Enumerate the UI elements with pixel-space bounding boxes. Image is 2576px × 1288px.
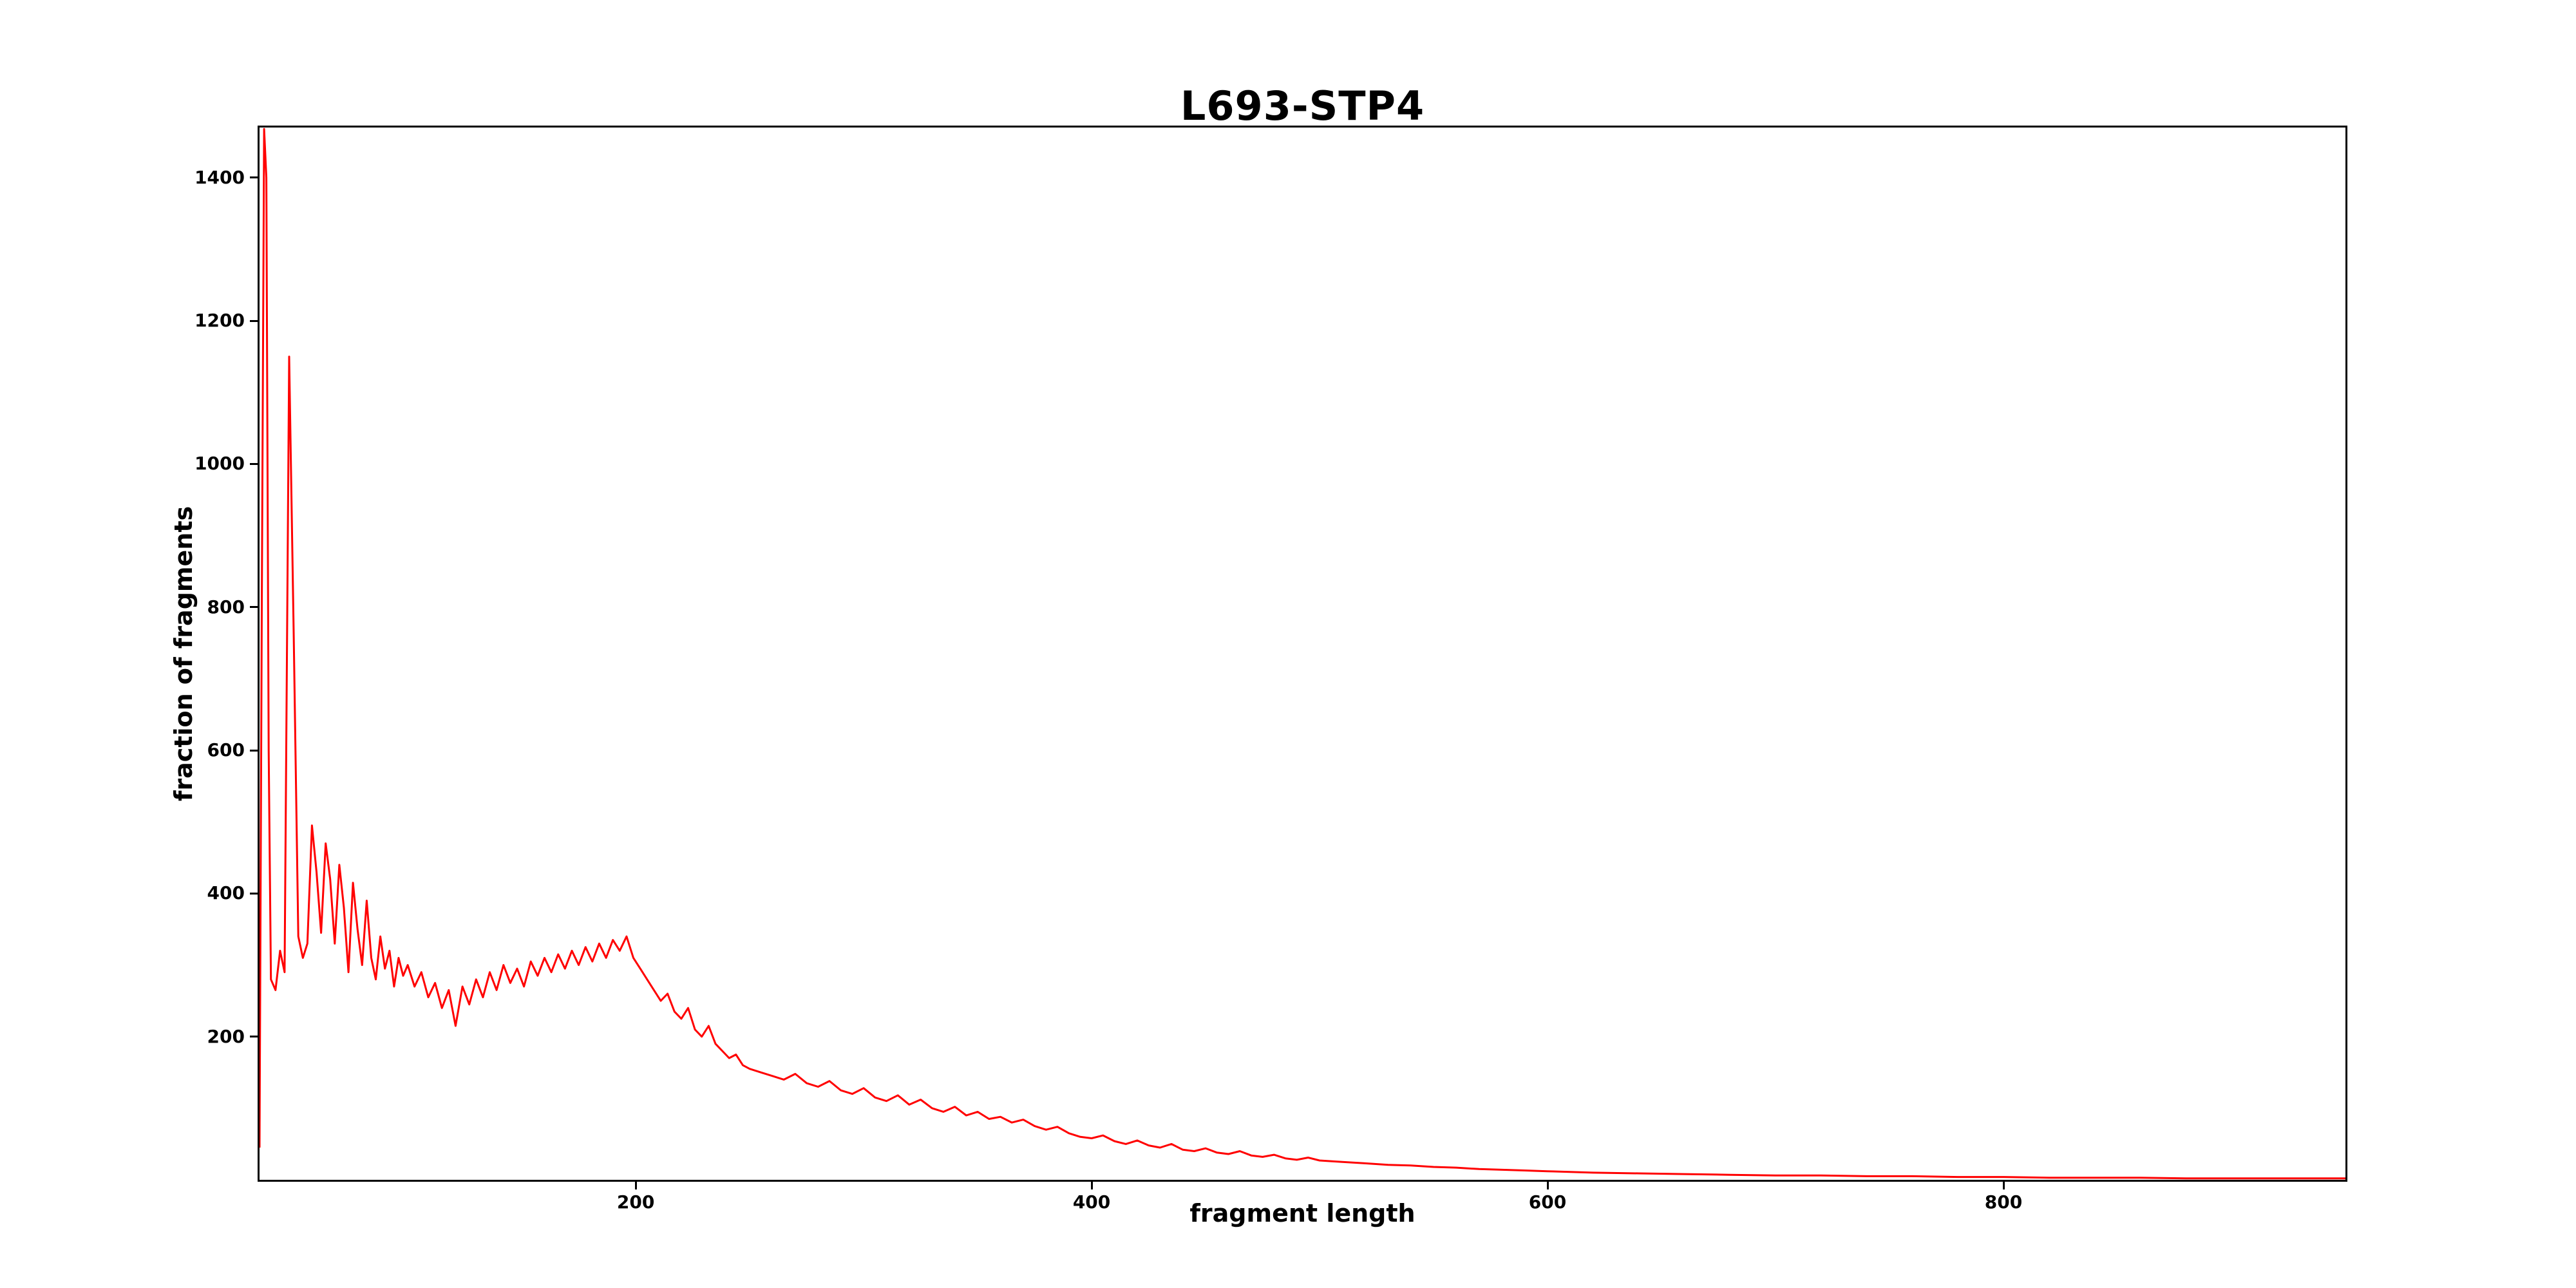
- x-tick-mark: [1090, 1182, 1093, 1189]
- y-tick-mark: [250, 606, 258, 609]
- y-tick-label: 600: [207, 739, 245, 761]
- x-tick-label: 200: [616, 1191, 655, 1213]
- x-tick-mark: [1546, 1182, 1549, 1189]
- y-tick-label: 1400: [194, 166, 245, 188]
- chart-title: L693-STP4: [1180, 82, 1425, 129]
- fragment-length-line: [260, 128, 2345, 1180]
- x-tick-mark: [634, 1182, 637, 1189]
- plot-area: [258, 126, 2347, 1182]
- y-tick-label: 1000: [194, 453, 245, 475]
- y-tick-label: 400: [207, 882, 245, 904]
- line-series: [260, 128, 2345, 1180]
- x-tick-label: 600: [1528, 1191, 1567, 1213]
- x-tick-label: 400: [1072, 1191, 1111, 1213]
- y-tick-mark: [250, 749, 258, 752]
- y-tick-mark: [250, 462, 258, 465]
- y-tick-label: 1200: [194, 310, 245, 332]
- x-tick-mark: [2002, 1182, 2005, 1189]
- y-tick-label: 800: [207, 596, 245, 618]
- x-axis-label: fragment length: [1189, 1199, 1416, 1227]
- y-tick-label: 200: [207, 1025, 245, 1047]
- y-tick-mark: [250, 892, 258, 895]
- y-tick-mark: [250, 319, 258, 322]
- x-tick-label: 800: [1984, 1191, 2023, 1213]
- y-tick-mark: [250, 176, 258, 179]
- y-tick-mark: [250, 1036, 258, 1038]
